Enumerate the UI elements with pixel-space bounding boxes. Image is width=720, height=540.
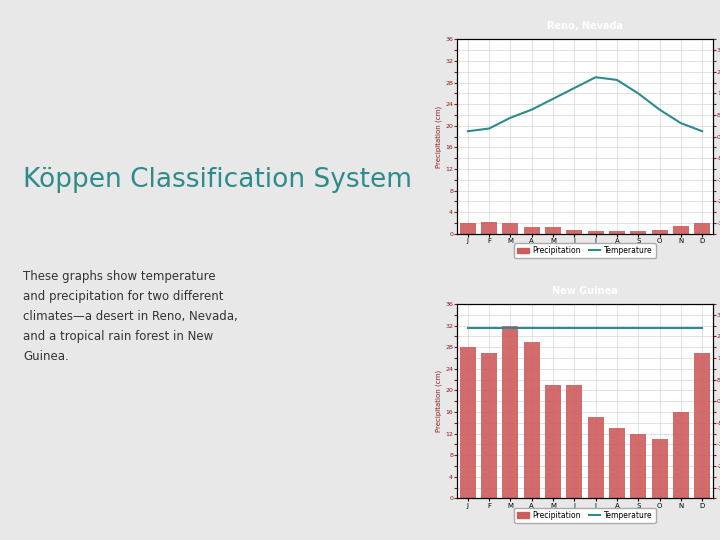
Bar (481, 353, 497, 498)
X-axis label: Month: Month (570, 247, 600, 256)
Legend: Precipitation, Temperature: Precipitation, Temperature (514, 508, 656, 523)
Text: New Guinea: New Guinea (552, 286, 618, 296)
Bar (588, 417, 603, 498)
Bar (673, 412, 689, 498)
Bar (567, 385, 582, 498)
Legend: Precipitation, Temperature: Precipitation, Temperature (514, 243, 656, 258)
Bar (630, 434, 647, 498)
Bar (567, 230, 582, 234)
Bar (545, 227, 561, 234)
Bar (652, 230, 667, 234)
Bar (652, 439, 667, 498)
Y-axis label: Precipitation (cm): Precipitation (cm) (436, 370, 442, 433)
Bar (523, 342, 540, 498)
Bar (545, 385, 561, 498)
Bar (460, 347, 476, 498)
Bar (694, 223, 710, 234)
Bar (460, 223, 476, 234)
Bar (630, 231, 647, 234)
Bar (609, 428, 625, 498)
Bar (503, 223, 518, 234)
Text: Köppen Classification System: Köppen Classification System (23, 167, 413, 193)
Bar (588, 231, 603, 234)
Y-axis label: Precipitation (cm): Precipitation (cm) (436, 105, 442, 168)
X-axis label: Month: Month (570, 511, 600, 521)
Bar (481, 222, 497, 234)
Bar (503, 326, 518, 498)
Bar (609, 231, 625, 234)
Text: These graphs show temperature
and precipitation for two different
climates—a des: These graphs show temperature and precip… (23, 270, 238, 363)
Bar (694, 353, 710, 498)
Bar (673, 226, 689, 234)
Text: Reno, Nevada: Reno, Nevada (547, 22, 623, 31)
Bar (523, 227, 540, 234)
